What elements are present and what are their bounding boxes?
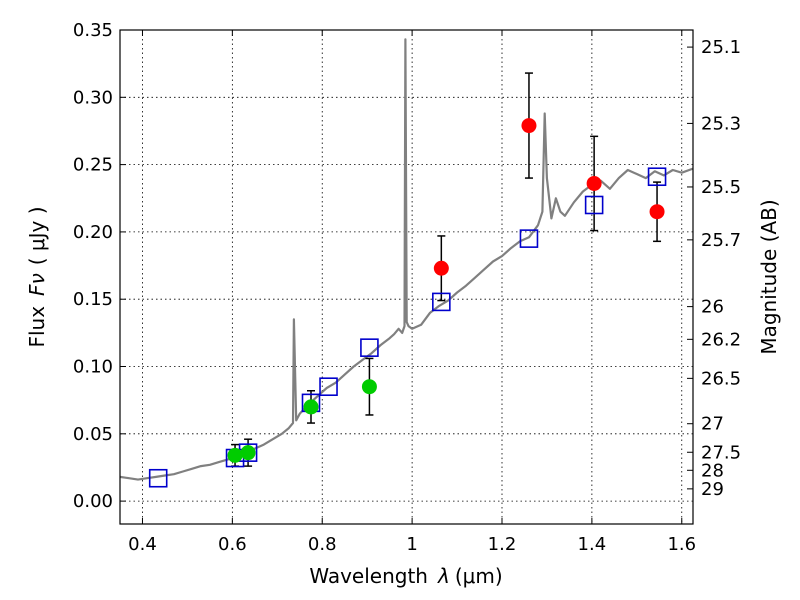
nir-point — [433, 260, 449, 276]
y2-tick-label: 25.7 — [701, 230, 741, 251]
nir-point — [521, 118, 537, 134]
model-photometry-square — [647, 167, 667, 187]
y2-tick-label: 26.5 — [701, 368, 741, 389]
grid-layer — [120, 29, 693, 524]
y-axis-label: FluxFν( μJy ) — [25, 206, 49, 347]
y2-tick-label: 25.3 — [701, 113, 741, 134]
x-tick-label: 1.4 — [578, 534, 607, 555]
y2-tick-label: 25.5 — [701, 177, 741, 198]
model-photometry-square — [148, 468, 168, 488]
y-tick-label: 0.35 — [73, 20, 113, 41]
optical-point — [361, 379, 377, 395]
x-tick-label: 0.4 — [128, 534, 157, 555]
nir-point — [586, 175, 602, 191]
y-tick-label: 0.15 — [73, 289, 113, 310]
x-axis-ticks: 0.4 0.6 0.8 1 1.2 1.4 1.6 — [128, 30, 696, 555]
model-sed-line — [119, 38, 694, 481]
x-tick-label: 0.6 — [218, 534, 247, 555]
y2-tick-label: 28 — [701, 460, 724, 481]
x-tick-label: 0.8 — [308, 534, 337, 555]
plot-frame — [119, 29, 694, 525]
y2-tick-label: 27 — [701, 414, 724, 435]
y2-tick-label: 27.5 — [701, 442, 741, 463]
optical-point — [303, 399, 319, 415]
optical-point — [227, 447, 243, 463]
x-tick-label: 1.2 — [488, 534, 517, 555]
x-axis-label: Wavelength λ (μm) — [309, 564, 502, 588]
y-tick-label: 0.05 — [73, 424, 113, 445]
points-layer — [148, 118, 667, 488]
model-photometry-square — [432, 292, 451, 312]
y-tick-label: 0.20 — [73, 222, 113, 243]
y2-tick-label: 29 — [701, 479, 724, 500]
y-tick-label: 0.30 — [73, 87, 113, 108]
model-photometry-square — [319, 377, 338, 397]
optical-point — [240, 445, 256, 461]
y-axis-ticks: 0.00 0.05 0.10 0.15 0.20 0.25 0.30 0.35 — [73, 20, 126, 512]
model-photometry-square — [360, 338, 379, 357]
model-layer — [119, 38, 694, 481]
y-tick-label: 0.00 — [73, 491, 113, 512]
x-tick-label: 1.6 — [667, 534, 696, 555]
x-tick-label: 1 — [406, 534, 417, 555]
y2-tick-label: 26.2 — [701, 329, 741, 350]
y2-tick-label: 26 — [701, 297, 724, 318]
y2-tick-label: 25.1 — [701, 37, 741, 58]
model-photometry-square — [584, 195, 604, 215]
y-tick-label: 0.10 — [73, 357, 113, 378]
y-tick-label: 0.25 — [73, 155, 113, 176]
model-photometry-square — [519, 229, 539, 248]
y2-axis-label: Magnitude (AB) — [757, 199, 781, 354]
nir-point — [649, 204, 665, 220]
